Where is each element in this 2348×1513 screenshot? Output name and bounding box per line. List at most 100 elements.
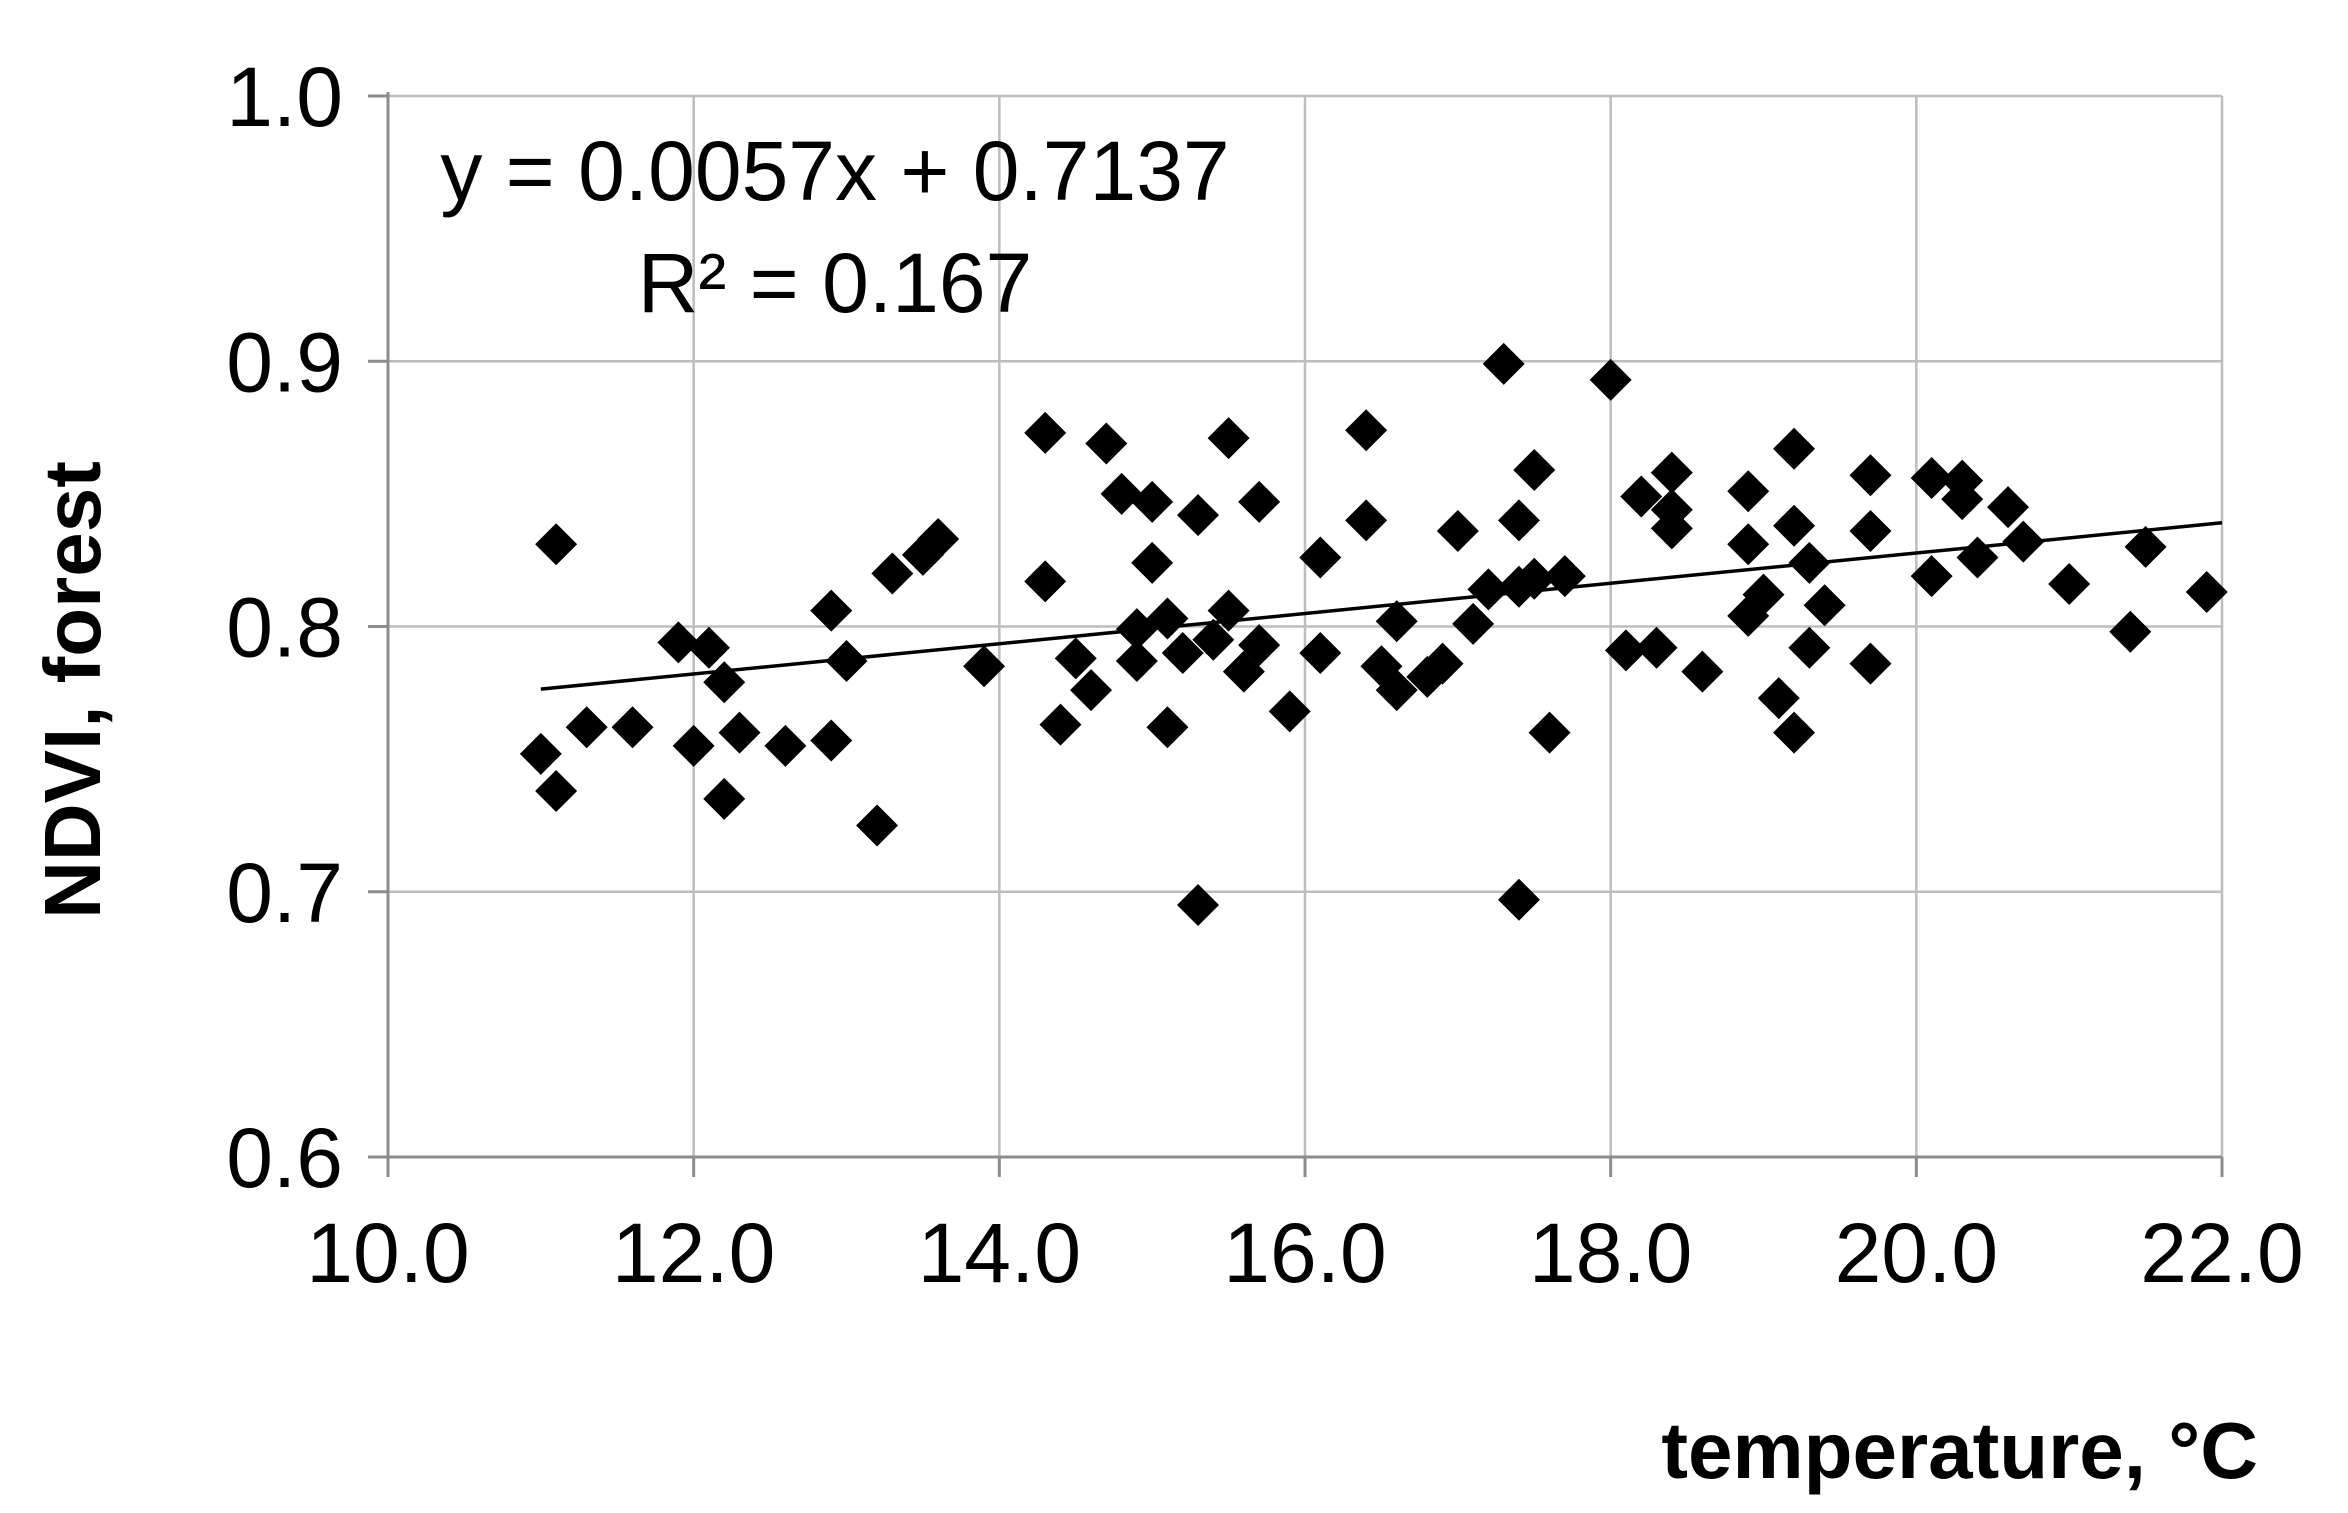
x-tick-label: 14.0 [918, 1206, 1082, 1300]
data-point [1421, 642, 1464, 685]
data-point [1788, 626, 1831, 669]
data-point [1299, 632, 1342, 675]
data-point [1024, 560, 1067, 603]
data-point [1788, 541, 1831, 584]
data-point [1039, 703, 1082, 746]
data-point [1497, 878, 1540, 921]
data-point [565, 706, 608, 749]
data-point [535, 523, 578, 566]
data-point [1115, 639, 1158, 682]
data-point [1742, 573, 1785, 616]
data-point [1849, 642, 1892, 685]
data-point [2185, 571, 2228, 614]
data-point [1177, 884, 1220, 927]
tick-labels: 10.0 12.0 14.0 16.0 18.0 20.0 22.0 0.6 0.7 0.8 0.9… [226, 50, 2304, 1300]
data-point [1467, 568, 1510, 611]
data-point [1345, 409, 1388, 452]
data-point [1085, 422, 1128, 465]
data-point [2002, 520, 2045, 563]
data-point [1131, 541, 1174, 584]
data-point [1727, 470, 1770, 513]
data-point [519, 732, 562, 775]
trendline [540, 521, 2223, 691]
y-tick-label: 0.9 [226, 315, 343, 409]
data-point [1543, 555, 1586, 598]
data-point [917, 517, 960, 560]
data-point [1773, 711, 1816, 754]
x-tick-label: 12.0 [612, 1206, 776, 1300]
data-point [764, 724, 807, 767]
data-point [1146, 706, 1189, 749]
data-point [535, 769, 578, 812]
data-point [1956, 536, 1999, 579]
y-tick-label: 0.6 [226, 1111, 343, 1205]
data-point [871, 552, 914, 595]
trendline-equation: y = 0.0057x + 0.7137 [440, 124, 1229, 218]
data-point [1650, 451, 1693, 494]
data-point [1375, 600, 1418, 643]
data-point [1941, 478, 1984, 521]
data-point [1238, 624, 1281, 667]
y-tick-label: 0.7 [226, 846, 343, 940]
data-point [1452, 602, 1495, 645]
data-point [2048, 563, 2091, 606]
data-point [825, 639, 868, 682]
data-point [1987, 486, 2030, 529]
data-point [1528, 711, 1571, 754]
data-point [1635, 626, 1678, 669]
data-point [1192, 618, 1235, 661]
data-point [1436, 510, 1479, 553]
data-point [1146, 597, 1189, 640]
data-point [1054, 637, 1097, 680]
data-point [1757, 677, 1800, 720]
data-point [1589, 358, 1632, 401]
data-point [703, 661, 746, 704]
data-point [963, 645, 1006, 688]
data-point [1773, 427, 1816, 470]
data-points [519, 342, 2228, 927]
data-point [2109, 610, 2152, 653]
data-point [703, 777, 746, 820]
data-point [2124, 525, 2167, 568]
data-point [1513, 449, 1556, 492]
data-point [1177, 494, 1220, 537]
data-point [718, 711, 761, 754]
data-point [657, 621, 700, 664]
data-point [1299, 536, 1342, 579]
data-point [1773, 504, 1816, 547]
x-tick-label: 18.0 [1529, 1206, 1693, 1300]
data-point [672, 724, 715, 767]
data-point [1482, 342, 1525, 385]
x-tick-label: 16.0 [1223, 1206, 1387, 1300]
data-point [1910, 456, 1953, 499]
data-point [1161, 632, 1204, 675]
data-point [1131, 480, 1174, 523]
x-tick-label: 10.0 [306, 1206, 470, 1300]
data-point [1803, 584, 1846, 627]
data-point [1100, 472, 1143, 515]
trendline-layer [540, 521, 2223, 691]
y-axis-title: NDVI, forest [28, 461, 117, 919]
x-tick-label: 22.0 [2140, 1206, 2304, 1300]
data-point [1513, 557, 1556, 600]
axes [368, 92, 2224, 1177]
data-point [1238, 480, 1281, 523]
data-point [1497, 499, 1540, 542]
data-point [1024, 411, 1067, 454]
data-point [611, 706, 654, 749]
data-point [1849, 510, 1892, 553]
data-point [1268, 690, 1311, 733]
y-tick-label: 1.0 [226, 50, 343, 144]
data-point [1620, 475, 1663, 518]
data-point [1207, 589, 1250, 632]
data-point [687, 626, 730, 669]
data-point [856, 804, 899, 847]
data-point [1207, 417, 1250, 460]
x-tick-label: 20.0 [1835, 1206, 1999, 1300]
data-point [1345, 499, 1388, 542]
data-point [810, 589, 853, 632]
trendline-r-squared: R² = 0.167 [638, 236, 1033, 330]
grid-lines [388, 94, 2224, 1157]
x-axis-title: temperature, °C [1661, 1406, 2258, 1495]
